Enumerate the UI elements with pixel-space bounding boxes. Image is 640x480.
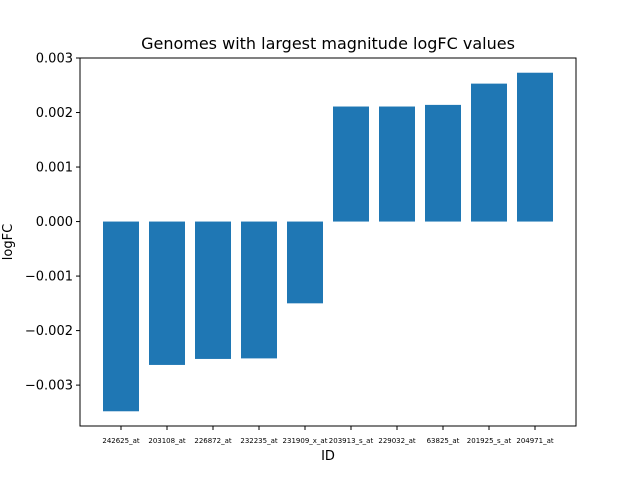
x-axis-label: ID <box>321 449 335 464</box>
y-tick-label: −0.002 <box>25 324 73 339</box>
x-tick-label: 229032_at <box>378 437 416 445</box>
y-tick-label: 0.000 <box>36 215 73 230</box>
y-tick-label: −0.003 <box>25 379 73 394</box>
x-tick-label: 63825_at <box>427 437 460 445</box>
x-tick-label: 232235_at <box>240 437 278 445</box>
x-tick-label: 204971_at <box>516 437 554 445</box>
x-tick-label: 201925_s_at <box>467 437 512 445</box>
bars-group <box>103 72 553 412</box>
bar-232235_at <box>241 221 277 359</box>
x-tick-label: 226872_at <box>194 437 232 445</box>
y-tick-label: −0.001 <box>25 270 73 285</box>
x-tick-label: 203108_at <box>148 437 186 445</box>
bar-204971_at <box>517 72 553 222</box>
bar-203913_s_at <box>333 106 369 222</box>
bar-201925_s_at <box>471 83 507 222</box>
y-tick-label: 0.001 <box>36 161 73 176</box>
y-axis-label: logFC <box>1 224 16 260</box>
x-tick-label: 242625_at <box>102 437 140 445</box>
chart-title: Genomes with largest magnitude logFC val… <box>141 34 515 53</box>
x-axis: 242625_at 203108_at 226872_at 232235_at 2319… <box>102 426 554 445</box>
x-tick-label: 203913_s_at <box>329 437 374 445</box>
x-tick-label: 231909_x_at <box>283 437 328 445</box>
y-tick-label: 0.002 <box>36 106 73 121</box>
bar-231909_x_at <box>287 221 323 304</box>
bar-242625_at <box>103 221 139 412</box>
plot-frame <box>79 57 577 427</box>
bar-229032_at <box>379 106 415 222</box>
bar-203108_at <box>149 221 185 365</box>
bar-63825_at <box>425 104 461 222</box>
bar-226872_at <box>195 221 231 359</box>
y-tick-label: 0.003 <box>36 52 73 67</box>
y-axis: −0.003 −0.002 −0.001 0.000 0.001 0.002 0.003 <box>25 52 80 394</box>
